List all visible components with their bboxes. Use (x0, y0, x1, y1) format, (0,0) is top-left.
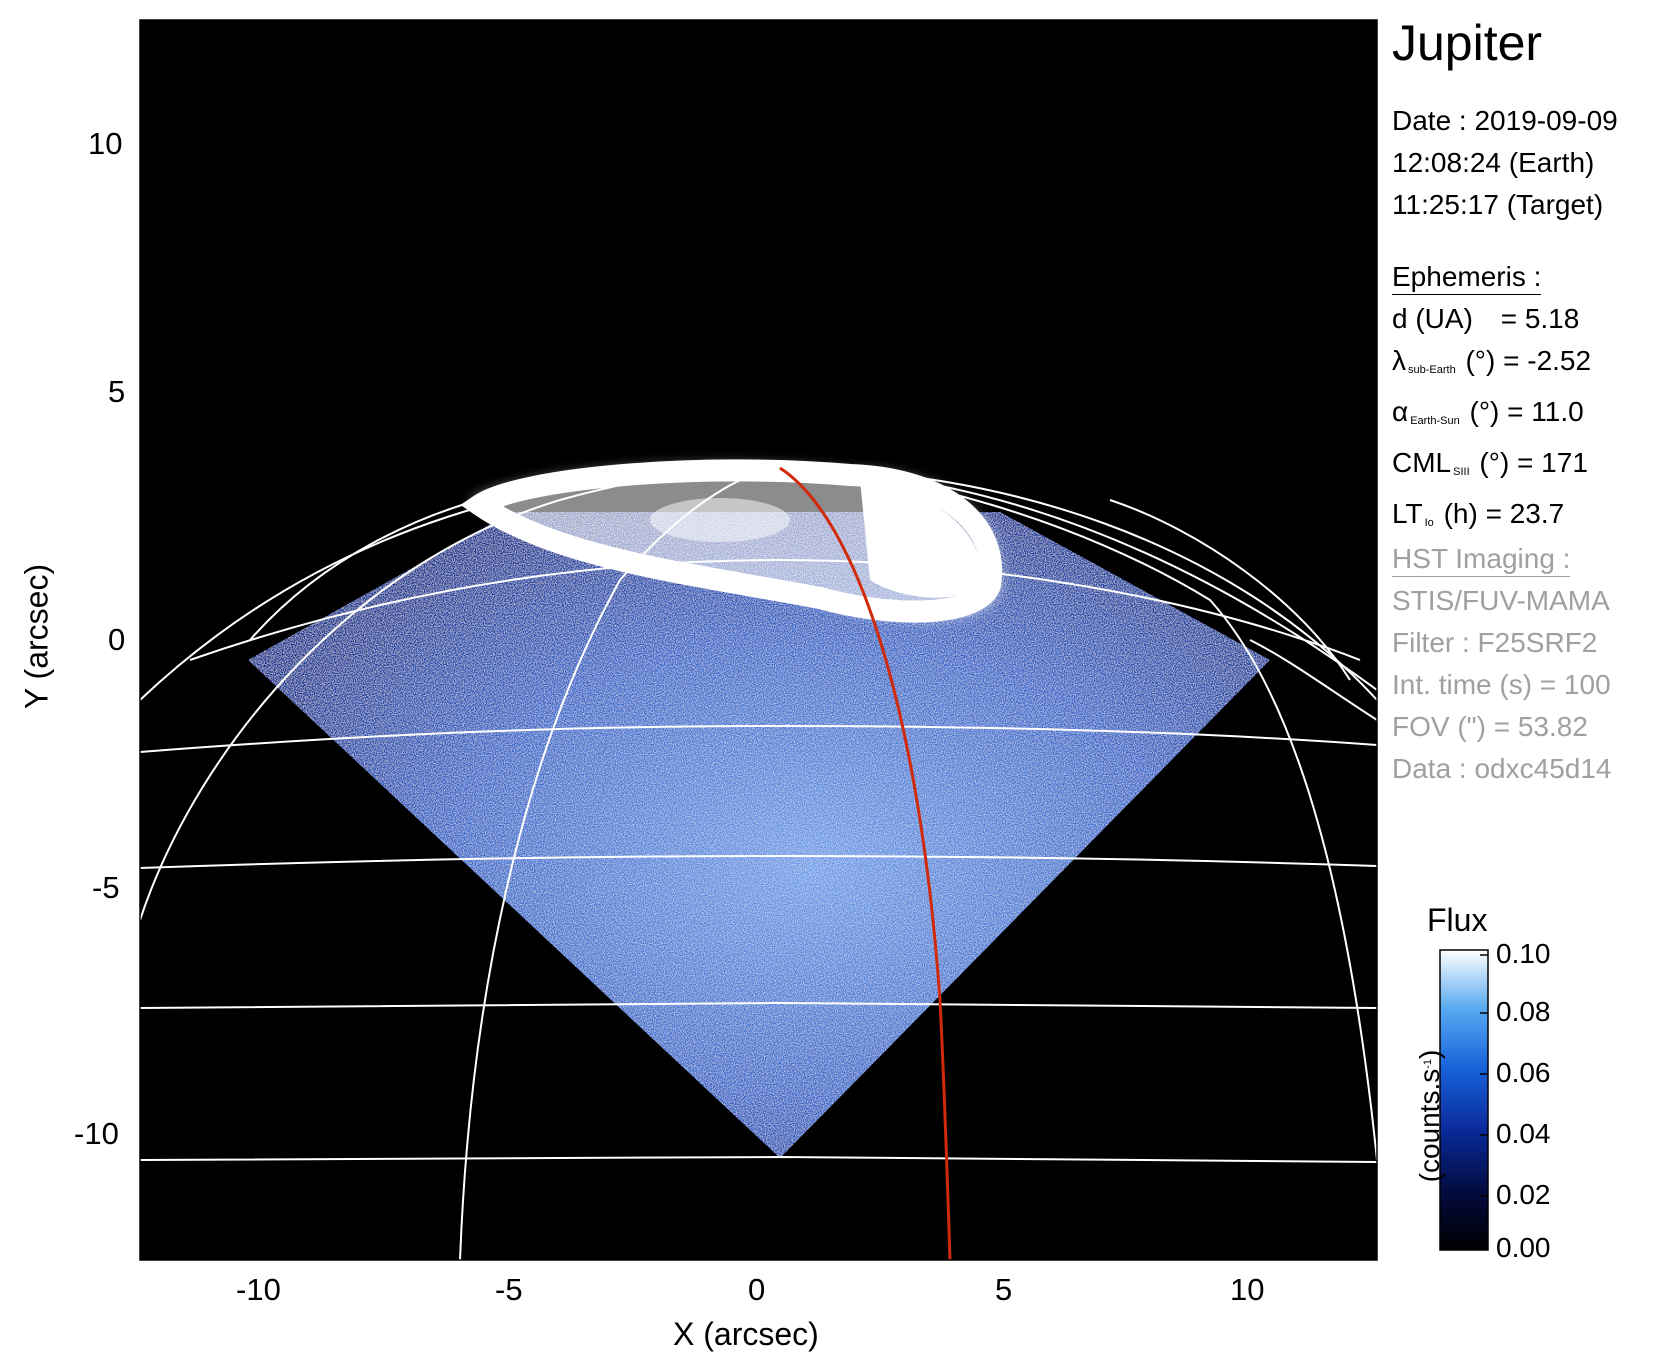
hst-block: HST Imaging : STIS/FUV-MAMA Filter : F25… (1392, 538, 1612, 790)
colorbar-unit-label: (counts.s-1) (1414, 1049, 1445, 1183)
x-tick-label: 0 (748, 1272, 766, 1307)
detector-field (248, 512, 1270, 1158)
sub-earth-longitude-row: λ sub-Earth (°) = -2.52 (1392, 345, 1592, 376)
x-tick-label: -10 (236, 1272, 281, 1307)
distance-row: d (UA) = 5.18 (1392, 303, 1580, 334)
x-tick-label: 10 (1230, 1272, 1265, 1307)
y-tick-label: 5 (108, 374, 126, 409)
earth-time-line: 12:08:24 (Earth) (1392, 147, 1595, 178)
phase-angle-row: α Earth-Sun (°) = 11.0 (1392, 396, 1584, 427)
y-tick-label: -10 (74, 1116, 119, 1151)
colorbar (1439, 949, 1489, 1251)
x-axis-label: X (arcsec) (673, 1316, 819, 1352)
instrument-line: STIS/FUV-MAMA (1392, 585, 1610, 616)
hst-header: HST Imaging : (1392, 542, 1571, 577)
x-tick-label: 5 (995, 1272, 1013, 1307)
fov-line: FOV (") = 53.82 (1392, 711, 1588, 742)
colorbar-tick-label: 0.02 (1496, 1179, 1551, 1210)
y-tick-label: -5 (92, 870, 120, 905)
cml-row: CML SIII (°) = 171 (1392, 447, 1588, 478)
io-local-time-row: LT Io (h) = 23.7 (1392, 498, 1565, 529)
integration-time-line: Int. time (s) = 100 (1392, 669, 1611, 700)
y-tick-label: 10 (88, 126, 123, 161)
ephemeris-block: Ephemeris : d (UA) = 5.18 λ sub-Earth (°)… (1392, 256, 1591, 544)
y-axis-label: Y (arcsec) (18, 563, 55, 710)
target-time-line: 11:25:17 (Target) (1392, 189, 1604, 220)
date-line: Date : 2019-09-09 (1392, 105, 1618, 136)
x-tick-label: -5 (495, 1272, 523, 1307)
planet-title: Jupiter (1392, 15, 1543, 71)
colorbar-title: Flux (1427, 902, 1488, 938)
dataset-line: Data : odxc45d14 (1392, 753, 1612, 784)
colorbar-tick-label: 0.08 (1496, 996, 1551, 1027)
filter-line: Filter : F25SRF2 (1392, 627, 1598, 658)
colorbar-tick-label: 0.04 (1496, 1118, 1551, 1149)
colorbar-tick-label: 0.00 (1496, 1232, 1551, 1263)
date-block: Date : 2019-09-09 12:08:24 (Earth) 11:25… (1392, 100, 1618, 226)
y-tick-label: 0 (108, 622, 126, 657)
colorbar-tick-label: 0.06 (1496, 1057, 1551, 1088)
ephemeris-header: Ephemeris : (1392, 260, 1542, 295)
colorbar-ticks (1480, 954, 1488, 1249)
central-meridian-line (779, 466, 952, 1260)
image-frame (139, 19, 1378, 1261)
colorbar-tick-label: 0.10 (1496, 938, 1551, 969)
